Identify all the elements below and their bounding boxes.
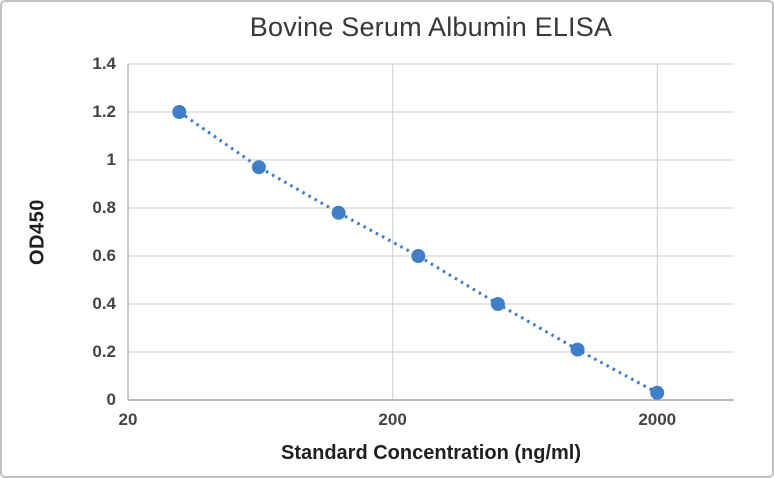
scatter-plot-svg xyxy=(127,63,734,401)
y-tick-label: 1.2 xyxy=(92,102,116,121)
y-tick-label: 0.6 xyxy=(92,246,116,265)
y-tick-label: 0.2 xyxy=(92,342,116,361)
y-axis-title: OD450 xyxy=(26,199,49,265)
x-tick-label: 20 xyxy=(118,410,138,429)
plot-area xyxy=(127,63,734,401)
data-point-marker xyxy=(251,160,266,175)
data-point-marker xyxy=(650,385,665,400)
y-tick-label: 1.4 xyxy=(92,54,116,73)
y-tick-label: 0.8 xyxy=(92,198,116,217)
data-point-marker xyxy=(411,249,426,263)
data-point-marker xyxy=(172,105,187,119)
data-point-marker xyxy=(570,342,585,357)
y-tick-label: 0 xyxy=(106,390,116,409)
data-point-marker xyxy=(490,297,505,311)
chart-title: Bovine Serum Albumin ELISA xyxy=(249,12,613,42)
x-tick-label: 2000 xyxy=(638,410,677,429)
y-tick-label: 0.4 xyxy=(92,294,116,313)
data-point-marker xyxy=(331,205,346,220)
x-axis-title: Standard Concentration (ng/ml) xyxy=(281,442,581,464)
x-tick-label: 200 xyxy=(378,410,407,429)
y-tick-label: 1 xyxy=(106,150,116,169)
